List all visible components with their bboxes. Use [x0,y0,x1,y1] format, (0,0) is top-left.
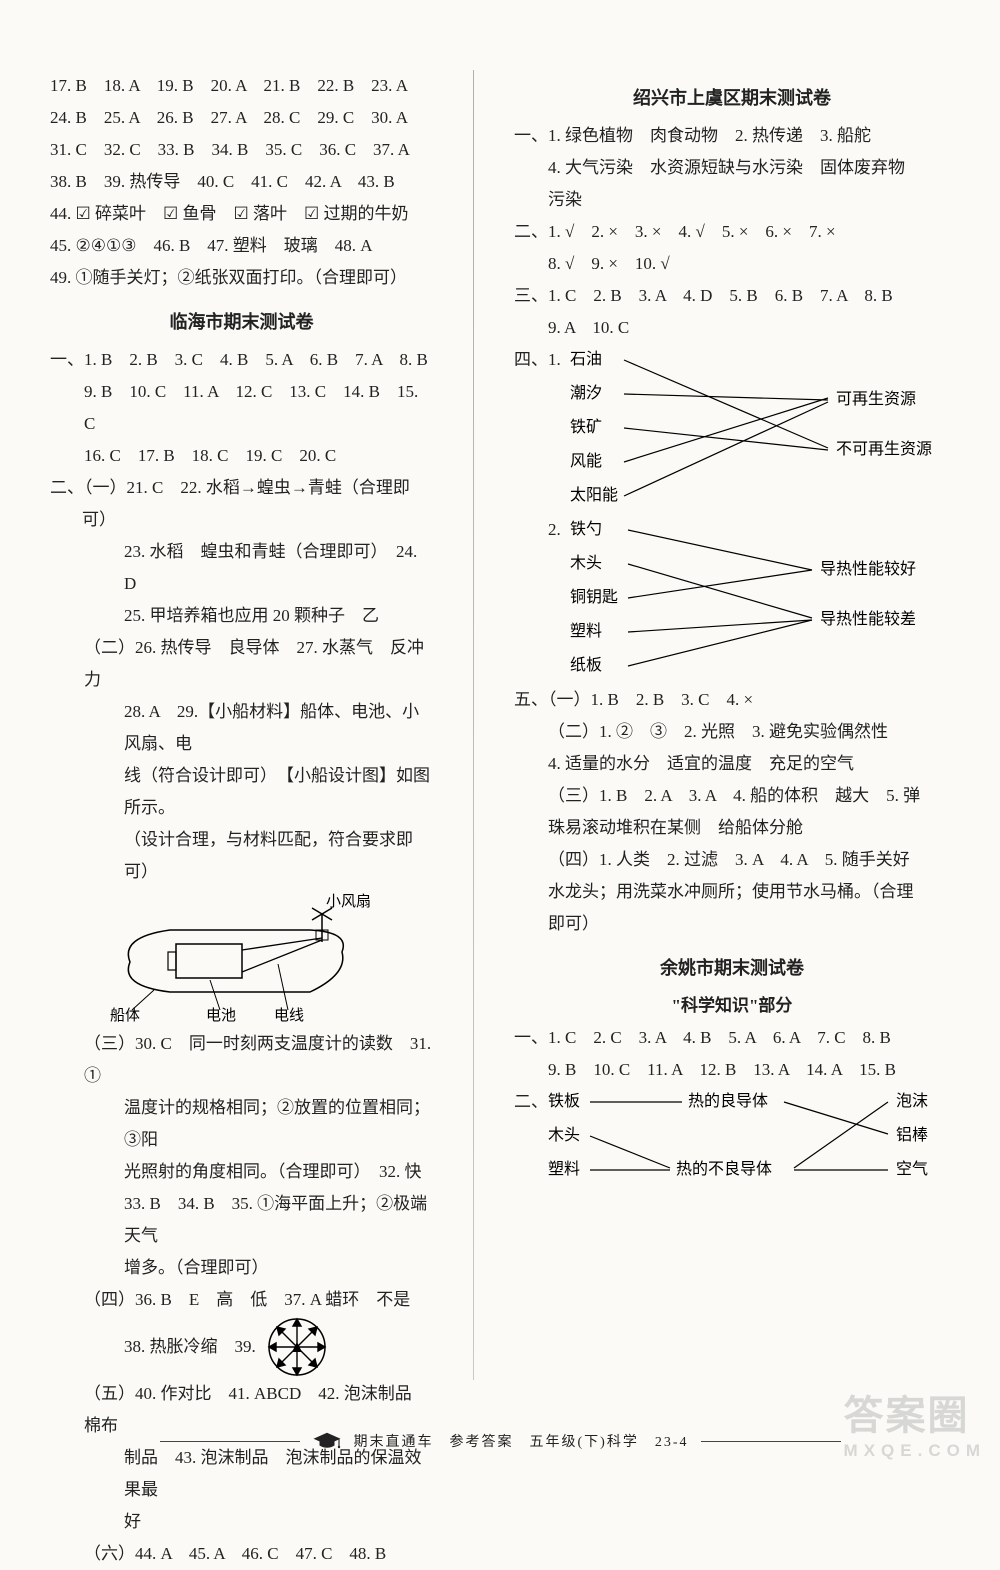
answer-line: （四）36. B E 高 低 37. A 蜡环 不是 [50,1284,433,1316]
answer-line: 一、1. B 2. B 3. C 4. B 5. A 6. B 7. A 8. … [50,344,433,376]
matching-diagram-1: 石油 潮汐 铁矿 风能 太阳能 可再生资源 不可再生资源 [570,344,950,514]
svg-text:石油: 石油 [570,350,602,368]
answer-line: 16. C 17. B 18. C 19. C 20. C [50,440,433,472]
svg-text:铁勺: 铁勺 [570,520,602,538]
answer-line: （三）30. C 同一时刻两支温度计的读数 31. ① [50,1028,433,1092]
answer-line: 二、1. √ 2. × 3. × 4. √ 5. × 6. × 7. × [514,216,950,248]
svg-text:导热性能较好: 导热性能较好 [820,560,916,578]
right-column: 绍兴市上虞区期末测试卷 一、1. 绿色植物 肉食动物 2. 热传递 3. 船舵 … [514,70,950,1380]
answer-line: 8. √ 9. × 10. √ [514,248,950,280]
svg-text:铁板: 铁板 [548,1092,580,1110]
svg-text:潮汐: 潮汐 [570,384,602,402]
answer-line: 水龙头；用洗菜水冲厕所；使用节水马桶。（合理 [514,876,950,908]
section-heading: 绍兴市上虞区期末测试卷 [514,84,950,110]
answer-line: 4. 适量的水分 适宜的温度 充足的空气 [514,748,950,780]
svg-text:泡沫: 泡沫 [896,1092,928,1110]
watermark-main: 答案圈 [844,1394,970,1438]
svg-text:塑料: 塑料 [548,1160,580,1178]
answer-line: 9. B 10. C 11. A 12. B 13. A 14. A 15. B [514,1054,950,1086]
battery-label: 电池 [206,1007,236,1022]
svg-text:风能: 风能 [570,452,602,470]
svg-text:空气: 空气 [896,1160,928,1178]
answer-line: （设计合理，与材料匹配，符合要求即可） [50,824,433,888]
answer-line: 三、1. C 2. B 3. A 4. D 5. B 6. B 7. A 8. … [514,280,950,312]
column-divider [473,70,474,1380]
hull-label: 船体 [110,1007,140,1022]
left-column: 17. B 18. A 19. B 20. A 21. B 22. B 23. … [50,70,433,1380]
wire-label: 电线 [274,1007,304,1022]
matching-diagram-2: 铁勺 木头 铜钥匙 塑料 纸板 导热性能较好 导热性能较差 [570,514,950,684]
section-heading: 余姚市期末测试卷 [514,954,950,980]
footer-bar-right [701,1441,841,1442]
answer-line: 污染 [514,184,950,216]
answer-line: 49. ①随手关灯；②纸张双面打印。（合理即可） [50,262,433,294]
answer-line: 28. A 29.【小船材料】船体、电池、小风扇、电 [50,696,433,760]
answer-line: 23. 水稻 蝗虫和青蛙（合理即可） 24. D [50,536,433,600]
svg-text:纸板: 纸板 [570,656,602,674]
svg-text:太阳能: 太阳能 [570,486,618,504]
answer-line: 45. ②④①③ 46. B 47. 塑料 玻璃 48. A [50,230,433,262]
answer-line: （六）44. A 45. A 46. C 47. C 48. B [50,1538,433,1570]
watermark: 答案圈 MXQE.COM [844,1383,986,1461]
answer-line: 24. B 25. A 26. B 27. A 28. C 29. C 30. … [50,102,433,134]
svg-text:热的不良导体: 热的不良导体 [676,1160,772,1178]
svg-text:塑料: 塑料 [570,622,602,640]
footer-bar-left [160,1441,300,1442]
answer-line: （二）1. ② ③ 2. 光照 3. 避免实验偶然性 [514,716,950,748]
answer-line: 制品 43. 泡沫制品 泡沫制品的保温效果最 [50,1442,433,1506]
answer-line: （四）1. 人类 2. 过滤 3. A 4. A 5. 随手关好 [514,844,950,876]
answer-line: 31. C 32. C 33. B 34. B 35. C 36. C 37. … [50,134,433,166]
svg-text:可再生资源: 可再生资源 [836,390,916,408]
answer-line: 25. 甲培养箱也应用 20 颗种子 乙 [50,600,433,632]
svg-text:木头: 木头 [548,1126,580,1144]
answer-line: 即可） [514,908,950,940]
answer-line: （二）26. 热传导 良导体 27. 水蒸气 反冲力 [50,632,433,696]
svg-text:铜钥匙: 铜钥匙 [570,588,618,606]
svg-text:木头: 木头 [570,554,602,572]
fan-label: 小风扇 [326,893,371,910]
answer-line: 44. ☑ 碎菜叶 ☑ 鱼骨 ☑ 落叶 ☑ 过期的牛奶 [50,198,433,230]
section-label: 四、1. [514,344,570,376]
answer-text: 38. 热胀冷缩 39. [124,1331,256,1363]
answer-line: 珠易滚动堆积在某侧 给船体分舱 [514,812,950,844]
answer-line: 好 [50,1506,433,1538]
svg-text:铁矿: 铁矿 [570,418,602,436]
answer-line: 线（符合设计即可） 【小船设计图】如图所示。 [50,760,433,824]
answer-line: 五、（一）1. B 2. B 3. C 4. × [514,684,950,716]
answer-line: 增多。（合理即可） [50,1252,433,1284]
svg-text:铝棒: 铝棒 [896,1126,928,1144]
matching-diagram-3: 铁板 木头 塑料 热的良导体 热的不良导体 泡沫 铝棒 空气 [548,1086,948,1186]
answer-line: 38. 热胀冷缩 39. [50,1316,433,1378]
radial-arrows-icon [266,1316,328,1378]
svg-text:导热性能较差: 导热性能较差 [820,610,916,628]
section-heading: 临海市期末测试卷 [50,308,433,334]
answer-line: 光照射的角度相同。（合理即可） 32. 快 [50,1156,433,1188]
section-subheading: "科学知识"部分 [514,990,950,1022]
answer-line: 33. B 34. B 35. ①海平面上升；②极端天气 [50,1188,433,1252]
answer-line: 9. B 10. C 11. A 12. C 13. C 14. B 15. C [50,376,433,440]
answer-line: 温度计的规格相同；②放置的位置相同；③阳 [50,1092,433,1156]
section-label: 2. [514,514,570,546]
answer-line: 4. 大气污染 水资源短缺与水污染 固体废弃物 [514,152,950,184]
answer-line: 一、1. C 2. C 3. A 4. B 5. A 6. A 7. C 8. … [514,1022,950,1054]
boat-diagram: 小风扇 船体 电池 电线 [110,892,433,1022]
answer-line: 一、1. 绿色植物 肉食动物 2. 热传递 3. 船舵 [514,120,950,152]
answer-line: 17. B 18. A 19. B 20. A 21. B 22. B 23. … [50,70,433,102]
answer-line: 9. A 10. C [514,312,950,344]
footer-text: 期末直通车 参考答案 五年级(下)科学 23-4 [354,1431,689,1451]
answer-line: 38. B 39. 热传导 40. C 41. C 42. A 43. B [50,166,433,198]
watermark-sub: MXQE.COM [844,1441,986,1461]
graduation-cap-icon [312,1431,342,1451]
answer-line: 二、（一）21. C 22. 水稻→蝗虫→青蛙（合理即可） [50,472,433,536]
answer-line: （三）1. B 2. A 3. A 4. 船的体积 越大 5. 弹 [514,780,950,812]
svg-text:不可再生资源: 不可再生资源 [836,440,932,458]
section-label: 二、 [514,1086,548,1118]
svg-text:热的良导体: 热的良导体 [688,1092,768,1110]
